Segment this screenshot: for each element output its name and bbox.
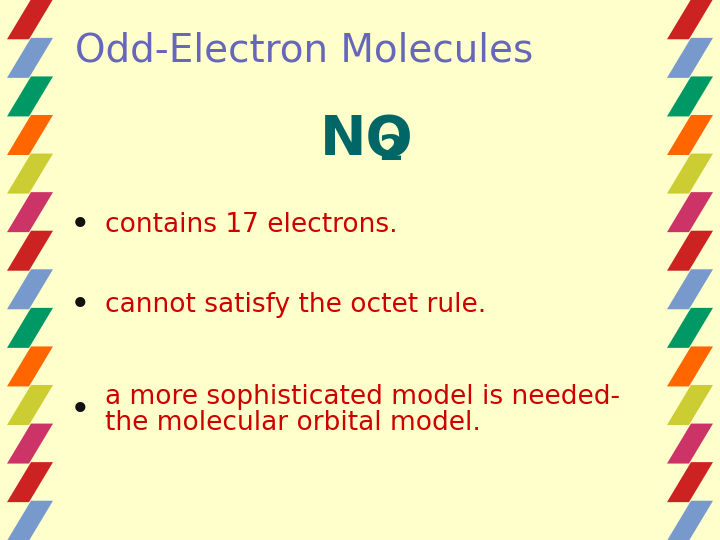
Polygon shape xyxy=(667,38,713,78)
Polygon shape xyxy=(7,115,53,155)
Polygon shape xyxy=(7,77,53,117)
Polygon shape xyxy=(7,501,53,540)
Polygon shape xyxy=(667,0,713,39)
Text: Odd-Electron Molecules: Odd-Electron Molecules xyxy=(75,31,534,69)
Polygon shape xyxy=(667,501,713,540)
Polygon shape xyxy=(7,385,53,425)
Text: contains 17 electrons.: contains 17 electrons. xyxy=(105,212,397,238)
Polygon shape xyxy=(667,462,713,502)
Polygon shape xyxy=(667,347,713,387)
Polygon shape xyxy=(7,269,53,309)
Polygon shape xyxy=(7,38,53,78)
Polygon shape xyxy=(7,462,53,502)
Polygon shape xyxy=(667,153,713,193)
Polygon shape xyxy=(667,385,713,425)
Polygon shape xyxy=(7,153,53,193)
Polygon shape xyxy=(7,0,53,39)
Text: cannot satisfy the octet rule.: cannot satisfy the octet rule. xyxy=(105,292,486,318)
Polygon shape xyxy=(667,269,713,309)
Polygon shape xyxy=(7,308,53,348)
Polygon shape xyxy=(7,231,53,271)
Text: the molecular orbital model.: the molecular orbital model. xyxy=(105,410,481,436)
Text: •: • xyxy=(70,208,90,242)
Polygon shape xyxy=(667,231,713,271)
Text: •: • xyxy=(70,288,90,322)
Polygon shape xyxy=(667,192,713,232)
Polygon shape xyxy=(667,423,713,463)
Text: NO: NO xyxy=(320,113,413,167)
Text: •: • xyxy=(70,393,90,427)
Polygon shape xyxy=(7,423,53,463)
Polygon shape xyxy=(7,347,53,387)
Polygon shape xyxy=(667,308,713,348)
Polygon shape xyxy=(667,77,713,117)
Text: a more sophisticated model is needed-: a more sophisticated model is needed- xyxy=(105,384,620,410)
Text: 2: 2 xyxy=(378,133,403,167)
Polygon shape xyxy=(7,192,53,232)
Polygon shape xyxy=(667,115,713,155)
